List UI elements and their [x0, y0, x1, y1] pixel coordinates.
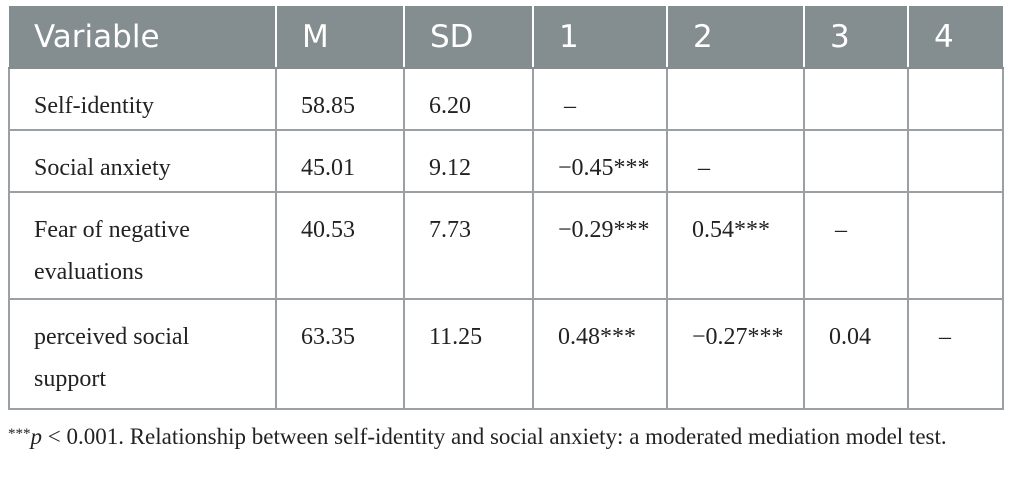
footnote-p-symbol: p: [30, 424, 43, 449]
cell-corr-2: [666, 67, 805, 131]
cell-sd: 6.20: [403, 67, 534, 131]
table-row: Social anxiety 45.01 9.12 −0.45*** –: [8, 129, 1004, 193]
header-3: 3: [804, 6, 909, 69]
cell-corr-4: [907, 191, 1004, 300]
table-row: Fear of negative evaluations 40.53 7.73 …: [8, 191, 1004, 300]
cell-m: 45.01: [275, 129, 405, 193]
cell-m: 58.85: [275, 67, 405, 131]
cell-corr-2: −0.27***: [666, 298, 805, 410]
cell-sd: 11.25: [403, 298, 534, 410]
cell-corr-1: 0.48***: [532, 298, 668, 410]
cell-sd: 9.12: [403, 129, 534, 193]
footnote-marker: ***: [8, 426, 31, 442]
cell-corr-2: –: [666, 129, 805, 193]
table-row: perceived social support 63.35 11.25 0.4…: [8, 298, 1004, 410]
header-4: 4: [908, 6, 1003, 69]
table-row: Self-identity 58.85 6.20 –: [8, 67, 1004, 131]
cell-sd: 7.73: [403, 191, 534, 300]
cell-corr-1: –: [532, 67, 668, 131]
header-sd: SD: [404, 6, 534, 69]
header-variable: Variable: [9, 6, 277, 69]
cell-corr-1: −0.29***: [532, 191, 668, 300]
cell-variable: Fear of negative evaluations: [8, 191, 277, 300]
cell-variable: Self-identity: [8, 67, 277, 131]
table-header-row: Variable M SD 1 2 3 4: [9, 6, 1003, 69]
header-1: 1: [533, 6, 668, 69]
cell-corr-4: [907, 129, 1004, 193]
correlation-table: Variable M SD 1 2 3 4 Self-identity 58.8…: [8, 6, 1004, 410]
cell-variable: Social anxiety: [8, 129, 277, 193]
header-2: 2: [667, 6, 805, 69]
table-footnote: ***p < 0.001. Relationship between self-…: [8, 420, 1002, 453]
cell-corr-4: –: [907, 298, 1004, 410]
cell-m: 63.35: [275, 298, 405, 410]
cell-corr-4: [907, 67, 1004, 131]
cell-corr-3: [803, 129, 909, 193]
header-m: M: [276, 6, 405, 69]
cell-variable: perceived social support: [8, 298, 277, 410]
cell-corr-1: −0.45***: [532, 129, 668, 193]
cell-m: 40.53: [275, 191, 405, 300]
cell-corr-3: [803, 67, 909, 131]
cell-corr-3: –: [803, 191, 909, 300]
footnote-text: < 0.001. Relationship between self-ident…: [42, 424, 947, 449]
cell-corr-3: 0.04: [803, 298, 909, 410]
cell-corr-2: 0.54***: [666, 191, 805, 300]
